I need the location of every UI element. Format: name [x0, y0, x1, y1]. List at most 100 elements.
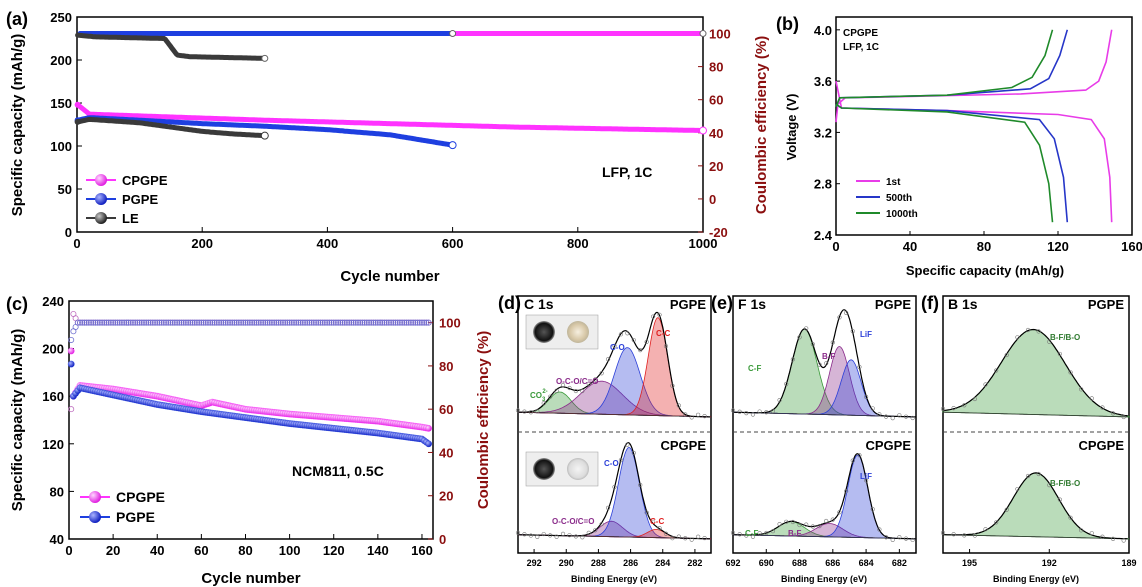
- efficiency-point: [262, 319, 269, 326]
- raw-data-point: [696, 534, 701, 539]
- panel-c-label: (c): [6, 294, 28, 314]
- legend-label-cpgpe-c: CPGPE: [116, 489, 165, 505]
- efficiency-point: [165, 319, 172, 326]
- legend-marker-pgpe: [95, 193, 107, 205]
- raw-data-point: [593, 377, 598, 382]
- efficiency-point: [227, 319, 234, 326]
- efficiency-point: [337, 319, 344, 326]
- raw-data-point: [1121, 414, 1126, 420]
- efficiency-point: [396, 319, 403, 326]
- efficiency-point: [286, 319, 293, 326]
- panel-c-ylabel: Specific capacity (mAh/g): [9, 329, 26, 512]
- efficiency-point: [141, 319, 148, 326]
- raw-data-point: [830, 340, 835, 345]
- raw-data-point: [567, 533, 572, 538]
- efficiency-point: [326, 319, 333, 326]
- efficiency-point: [171, 319, 178, 326]
- raw-data-point: [689, 415, 694, 420]
- panel-e-bottom-sample: CPGPE: [865, 438, 911, 453]
- raw-data-point: [817, 524, 822, 529]
- capacity-series-le: [75, 116, 267, 139]
- panel-c: (c) 0 20 40 60 80 100 120 140 160408012016020024…: [6, 294, 492, 587]
- raw-data-point: [877, 527, 882, 532]
- x-tick-label: 292: [527, 558, 542, 568]
- efficiency-end-point: [699, 30, 707, 38]
- efficiency-point: [99, 319, 106, 326]
- efficiency-point: [407, 319, 414, 326]
- efficiency-point: [273, 319, 280, 326]
- efficiency-point: [324, 319, 331, 326]
- raw-data-point: [837, 510, 842, 515]
- efficiency-point: [233, 319, 240, 326]
- raw-data-point: [1110, 411, 1116, 416]
- efficiency-point: [103, 319, 110, 326]
- raw-data-point: [790, 519, 795, 525]
- panel-a-label: (a): [6, 9, 28, 29]
- efficiency-point: [96, 319, 103, 326]
- efficiency-end-point: [449, 30, 457, 38]
- efficiency-point: [385, 319, 392, 326]
- efficiency-point: [366, 319, 373, 326]
- efficiency-point: [83, 319, 90, 326]
- raw-data-point: [541, 401, 546, 406]
- efficiency-point: [401, 319, 408, 326]
- raw-data-point: [535, 409, 540, 414]
- panel-c-annotation: NCM811, 0.5C: [292, 463, 384, 479]
- y-tick-label: 100: [50, 139, 72, 154]
- y2-tick-label: 0: [709, 192, 716, 207]
- raw-data-point: [1047, 483, 1052, 488]
- x-tick-label: 692: [725, 558, 740, 568]
- efficiency-point: [132, 319, 139, 326]
- efficiency-point: [107, 319, 114, 326]
- peak-label-cc-bottom: C-C: [650, 517, 664, 526]
- efficiency-point: [204, 319, 211, 326]
- raw-data-point: [890, 537, 895, 543]
- efficiency-point: [308, 319, 315, 326]
- capacity-first-point: [74, 118, 81, 125]
- panel-a-legend: CPGPE PGPE LE: [86, 173, 168, 226]
- efficiency-point: [220, 319, 227, 326]
- peak-label-ococo-bottom: O-C-O/C=O: [552, 517, 594, 526]
- peak-label-co-top: C-O: [610, 343, 625, 352]
- x-tick-label: 192: [1042, 558, 1057, 568]
- panel-d-xlabel: Binding Energy (eV): [571, 574, 657, 584]
- efficiency-point: [321, 319, 328, 326]
- panel-b: (b) 0 40 80 120 160 2.4 2.8 3.2 3.6 4.0 Voltage (…: [776, 14, 1142, 278]
- x-tick-label: 100: [279, 543, 301, 558]
- fit-envelope: [733, 453, 916, 540]
- efficiency-point: [282, 319, 289, 326]
- raw-data-point: [870, 507, 875, 512]
- raw-data-point: [784, 381, 789, 387]
- raw-data-point: [972, 533, 977, 538]
- panel-f-xlabel: Binding Energy (eV): [993, 574, 1079, 584]
- efficiency-point: [341, 319, 348, 326]
- y2-tick-label: 0: [439, 532, 446, 547]
- raw-data-point: [657, 526, 662, 531]
- efficiency-point: [319, 319, 326, 326]
- x-tick-label: 686: [825, 558, 840, 568]
- raw-data-point: [1089, 531, 1094, 536]
- raw-data-point: [994, 520, 999, 525]
- background-line: [518, 411, 711, 418]
- efficiency-point: [284, 319, 291, 326]
- raw-data-point: [877, 412, 882, 417]
- peak-label-bf-top: B-F: [822, 352, 835, 361]
- efficiency-point: [123, 319, 130, 326]
- panel-e-label: (e): [711, 293, 733, 313]
- raw-data-point: [670, 536, 675, 541]
- capacity-end-point: [448, 141, 457, 150]
- legend-label-500th: 500th: [886, 193, 912, 204]
- raw-data-point: [580, 535, 585, 540]
- x-tick-label: 60: [194, 543, 208, 558]
- efficiency-point: [352, 319, 359, 326]
- efficiency-point: [279, 319, 286, 326]
- efficiency-point: [68, 336, 75, 343]
- raw-data-point: [702, 535, 707, 541]
- charge-curve-1000th: [835, 29, 1054, 108]
- background-line: [733, 534, 916, 540]
- raw-data-point: [983, 527, 988, 532]
- panel-a-y2label: Coulombic efficiency (%): [753, 36, 770, 214]
- x-tick-label: 284: [655, 558, 670, 568]
- panel-b-annotation-1: CPGPE: [843, 28, 878, 39]
- legend-label-cpgpe: CPGPE: [122, 173, 168, 188]
